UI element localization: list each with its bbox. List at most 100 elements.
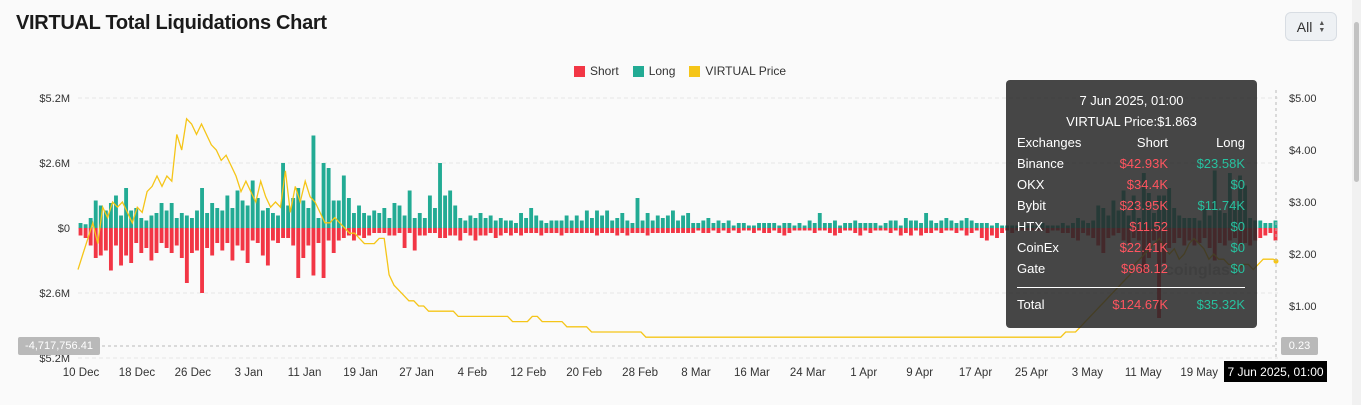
short-bar xyxy=(321,228,326,278)
long-bar xyxy=(473,218,478,228)
long-bar xyxy=(924,213,929,228)
left-axis-tick: $5.2M xyxy=(39,353,70,365)
short-bar xyxy=(660,228,665,233)
short-bar xyxy=(108,228,113,271)
long-bar xyxy=(574,215,579,228)
short-bar xyxy=(843,228,848,231)
long-bar xyxy=(873,223,878,228)
short-bar xyxy=(564,228,569,233)
x-axis-tick: 8 Mar xyxy=(681,367,711,379)
short-bar xyxy=(260,228,265,256)
long-bar xyxy=(934,223,939,228)
short-bar xyxy=(83,228,88,238)
long-bar xyxy=(93,200,98,228)
short-bar xyxy=(519,228,523,236)
right-axis-tick: $4.00 xyxy=(1289,145,1317,157)
short-bar xyxy=(250,228,255,241)
tooltip-short: $34.4K xyxy=(1126,177,1168,192)
long-bar xyxy=(822,223,827,228)
long-bar xyxy=(721,223,726,228)
long-bar xyxy=(752,225,756,228)
long-bar xyxy=(235,190,240,228)
short-bar xyxy=(336,228,341,241)
short-bar xyxy=(615,228,620,236)
legend-item-short[interactable]: Short xyxy=(574,64,619,78)
tooltip-exchange: Binance xyxy=(1017,156,1064,171)
long-bar xyxy=(600,215,604,228)
x-axis-tick: 28 Feb xyxy=(622,367,658,379)
short-bar xyxy=(822,228,827,231)
long-bar xyxy=(321,163,326,228)
long-bar xyxy=(701,220,706,228)
short-bar xyxy=(878,228,883,231)
long-bar xyxy=(746,225,751,228)
short-bar xyxy=(240,228,245,251)
long-bar xyxy=(402,215,407,228)
short-bar xyxy=(807,228,812,231)
short-bar xyxy=(433,228,437,233)
long-bar xyxy=(589,218,594,228)
long-bar xyxy=(519,213,523,228)
page-scrollbar[interactable] xyxy=(1352,0,1361,405)
short-bar xyxy=(392,228,397,236)
short-bar xyxy=(493,228,498,238)
long-bar xyxy=(863,223,868,228)
short-bar xyxy=(954,228,959,233)
long-bar xyxy=(767,223,772,228)
long-bar xyxy=(83,224,88,228)
long-bar xyxy=(797,223,802,228)
long-bar xyxy=(792,225,797,228)
tooltip-header-row: Exchanges Short Long xyxy=(1017,135,1245,155)
tooltip-exchange: Gate xyxy=(1017,261,1046,276)
long-bar xyxy=(427,195,432,228)
short-bar xyxy=(514,228,518,233)
short-bar xyxy=(817,228,822,231)
short-bar xyxy=(311,228,316,276)
short-bar xyxy=(473,228,478,241)
short-bar xyxy=(544,228,549,233)
long-bar xyxy=(1263,223,1268,228)
short-bar xyxy=(529,228,534,233)
short-bar xyxy=(752,228,756,233)
short-bar xyxy=(777,228,782,233)
short-bar xyxy=(782,228,787,236)
short-bar xyxy=(549,228,554,233)
short-bar xyxy=(402,228,407,248)
long-bar xyxy=(630,223,635,228)
short-bar xyxy=(357,228,361,236)
long-bar xyxy=(119,215,123,228)
long-bar xyxy=(929,220,934,228)
short-bar xyxy=(397,228,402,233)
short-bar xyxy=(114,228,118,246)
x-axis-tick: 26 Dec xyxy=(175,367,212,379)
short-bar xyxy=(220,228,225,251)
long-bar xyxy=(1000,225,1004,228)
short-bar xyxy=(235,228,240,246)
short-bar xyxy=(88,228,93,246)
short-bar xyxy=(326,228,331,241)
long-bar xyxy=(544,223,549,228)
long-bar xyxy=(691,223,696,228)
short-bar xyxy=(448,228,453,236)
long-bar xyxy=(514,223,518,228)
long-bar xyxy=(660,218,665,228)
short-bar xyxy=(726,228,731,233)
long-bar xyxy=(671,210,675,228)
short-bar xyxy=(306,228,311,246)
chevron-updown-icon: ▲ ▼ xyxy=(1318,19,1326,34)
long-bar xyxy=(144,220,149,228)
scrollbar-thumb[interactable] xyxy=(1354,22,1359,182)
legend-item-long[interactable]: Long xyxy=(632,64,675,78)
long-bar xyxy=(529,208,534,228)
legend-item-price[interactable]: VIRTUAL Price xyxy=(689,64,786,78)
long-bar xyxy=(220,210,225,228)
short-bar xyxy=(873,228,878,231)
range-select[interactable]: All ▲ ▼ xyxy=(1285,12,1337,41)
long-bar xyxy=(883,223,888,228)
short-bar xyxy=(372,228,377,233)
tooltip-row: CoinEx $22.41K $0 xyxy=(1017,240,1245,260)
long-bar xyxy=(159,203,164,228)
short-bar xyxy=(924,228,929,233)
long-bar xyxy=(954,223,959,228)
short-bar xyxy=(676,228,680,233)
